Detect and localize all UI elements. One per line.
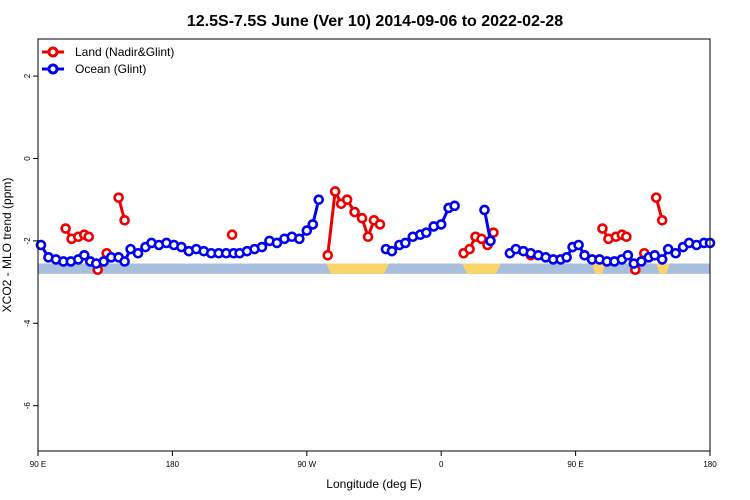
data-point bbox=[125, 243, 136, 255]
data-point bbox=[356, 212, 368, 224]
data-point bbox=[119, 256, 130, 267]
data-point bbox=[656, 214, 668, 226]
data-point bbox=[649, 250, 661, 261]
data-point bbox=[622, 250, 634, 261]
data-point bbox=[621, 231, 632, 243]
legend-item-land: Land (Nadir&Glint) bbox=[42, 45, 174, 59]
data-point bbox=[597, 223, 608, 234]
series-land bbox=[60, 186, 668, 276]
y-tick-label: 2 bbox=[23, 73, 32, 78]
land-ocean-band bbox=[38, 263, 710, 274]
data-point bbox=[176, 241, 187, 253]
data-point bbox=[83, 231, 95, 243]
x-axis: 90 E 180 90 W 0 90 E 180 bbox=[30, 451, 717, 469]
legend: Land (Nadir&Glint) Ocean (Glint) bbox=[42, 45, 174, 76]
plot-frame bbox=[37, 38, 711, 452]
data-point bbox=[119, 214, 130, 226]
data-point bbox=[78, 250, 90, 261]
data-point bbox=[307, 219, 319, 230]
legend-marker-ocean bbox=[47, 63, 59, 75]
data-point bbox=[301, 225, 313, 236]
data-point bbox=[435, 219, 447, 230]
data-point bbox=[322, 250, 334, 261]
data-point bbox=[313, 194, 325, 205]
land-band-segment bbox=[326, 263, 389, 274]
data-point bbox=[256, 241, 268, 253]
data-point bbox=[271, 237, 283, 249]
x-tick-label: 90 E bbox=[30, 460, 46, 469]
data-point bbox=[420, 227, 432, 238]
data-point bbox=[294, 233, 305, 245]
data-point bbox=[98, 256, 110, 267]
y-tick-label: -4 bbox=[23, 319, 32, 327]
data-point bbox=[132, 247, 144, 259]
data-point bbox=[341, 194, 353, 205]
data-point bbox=[35, 239, 47, 251]
data-point bbox=[579, 250, 590, 261]
land-band-segment bbox=[656, 263, 670, 274]
data-point bbox=[349, 206, 360, 218]
y-tick-label: 0 bbox=[23, 156, 32, 161]
data-point bbox=[670, 247, 681, 259]
x-tick-label: 180 bbox=[166, 460, 180, 469]
data-point bbox=[374, 219, 386, 230]
data-point bbox=[479, 204, 490, 216]
data-point bbox=[60, 223, 71, 234]
data-point bbox=[561, 252, 572, 263]
data-point bbox=[386, 245, 398, 257]
x-tick-label: 0 bbox=[439, 460, 444, 469]
y-axis: 2 0 -2 -4 -6 bbox=[23, 73, 38, 409]
legend-label-land: Land (Nadir&Glint) bbox=[75, 45, 174, 59]
data-point bbox=[400, 237, 411, 249]
y-axis-label: XCO2 - MLO trend (ppm) bbox=[0, 178, 14, 313]
legend-label-ocean: Ocean (Glint) bbox=[75, 62, 146, 76]
data-point bbox=[329, 186, 341, 197]
land-band-segment bbox=[462, 263, 501, 274]
x-tick-label: 180 bbox=[703, 460, 717, 469]
data-point bbox=[113, 192, 124, 203]
data-point bbox=[449, 200, 460, 212]
data-point bbox=[476, 233, 487, 245]
series-layer bbox=[35, 186, 716, 276]
data-point bbox=[662, 243, 674, 255]
data-point bbox=[226, 229, 238, 240]
data-point bbox=[485, 235, 496, 247]
data-point bbox=[573, 239, 584, 251]
chart-title: 12.5S-7.5S June (Ver 10) 2014-09-06 to 2… bbox=[187, 13, 563, 30]
x-tick-label: 90 E bbox=[567, 460, 583, 469]
x-tick-label: 90 W bbox=[297, 460, 316, 469]
legend-item-ocean: Ocean (Glint) bbox=[42, 62, 146, 76]
y-tick-label: -2 bbox=[23, 237, 32, 245]
x-axis-label: Longitude (deg E) bbox=[326, 477, 421, 491]
legend-marker-land bbox=[47, 46, 59, 58]
data-point bbox=[362, 231, 374, 243]
data-point bbox=[650, 192, 662, 203]
y-tick-label: -6 bbox=[23, 402, 32, 410]
series-ocean bbox=[35, 194, 716, 269]
data-point bbox=[636, 256, 647, 267]
data-point bbox=[656, 254, 668, 265]
data-point bbox=[464, 243, 475, 255]
land-band-segment bbox=[592, 263, 606, 274]
